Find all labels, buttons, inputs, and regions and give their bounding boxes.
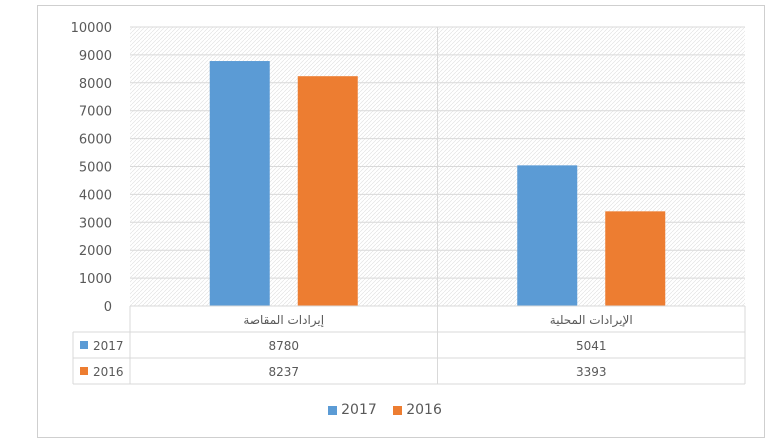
table-value: 8237 <box>268 365 299 379</box>
y-tick-label: 0 <box>104 300 112 315</box>
bar-2016-0 <box>297 76 358 306</box>
category-label: الإيرادات المحلية <box>550 313 633 328</box>
category-label: إيرادات المقاصة <box>243 313 324 328</box>
y-tick-label: 10000 <box>71 21 112 36</box>
legend-label-2016: 2016 <box>406 402 442 418</box>
y-tick-label: 8000 <box>79 77 112 92</box>
legend: 2017 2016 <box>0 402 770 419</box>
bar-2017-1 <box>517 165 578 306</box>
bar-2016-1 <box>605 211 666 306</box>
legend-item-2017: 2017 <box>328 402 377 418</box>
bar-2017-0 <box>209 61 270 307</box>
legend-item-2016: 2016 <box>393 402 442 418</box>
y-tick-label: 2000 <box>79 244 112 259</box>
table-swatch-2017 <box>80 341 88 349</box>
y-tick-label: 6000 <box>79 133 112 148</box>
table-value: 3393 <box>576 365 607 379</box>
table-swatch-2016 <box>80 367 88 375</box>
y-tick-label: 5000 <box>79 161 112 176</box>
table-series-label: 2017 <box>93 339 124 353</box>
legend-label-2017: 2017 <box>341 402 377 418</box>
y-tick-label: 1000 <box>79 272 112 287</box>
y-tick-label: 4000 <box>79 188 112 203</box>
legend-swatch-2016 <box>393 405 403 415</box>
table-value: 5041 <box>576 339 607 353</box>
y-tick-label: 7000 <box>79 105 112 120</box>
y-tick-label: 3000 <box>79 216 112 231</box>
y-tick-label: 9000 <box>79 49 112 64</box>
table-value: 8780 <box>268 339 299 353</box>
table-series-label: 2016 <box>93 365 124 379</box>
legend-swatch-2017 <box>328 405 338 415</box>
